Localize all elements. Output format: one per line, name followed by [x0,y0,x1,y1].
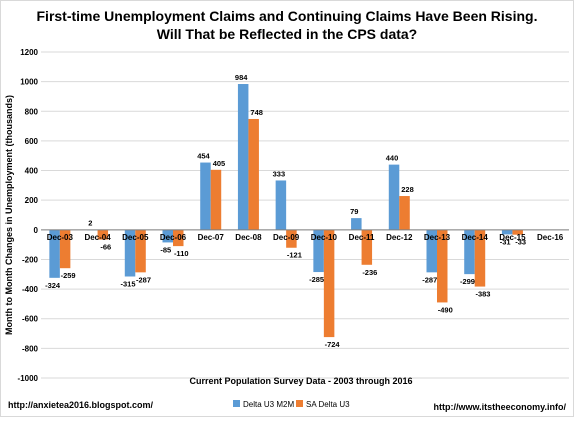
y-tick-label: 400 [25,167,39,176]
x-tick-label: Dec-14 [462,233,489,242]
y-tick-label: 1000 [20,78,38,87]
data-label: -121 [287,251,302,260]
data-label: -85 [160,245,171,254]
bar-sa-delta-u3 [248,118,259,230]
data-label: 333 [273,169,286,178]
y-tick-label: -800 [22,344,39,353]
gridlines [41,51,569,379]
data-label: -285 [309,275,324,284]
data-label: -259 [61,271,76,280]
data-label: -299 [460,277,475,286]
data-label: 2 [88,219,92,228]
bar-delta-u3-m2m [351,218,362,230]
y-tick-label: -1000 [18,374,39,383]
data-label: -31 [500,237,511,246]
bar-delta-u3-m2m [501,229,513,235]
bar-sa-delta-u3 [474,229,486,287]
bar-sa-delta-u3 [361,229,373,265]
y-axis-tick-labels: -1000 -800 -600 -400 -200 0 200 400 600 800 1000 12… [18,48,39,383]
bar-sa-delta-u3 [399,196,410,230]
data-label: -324 [45,281,61,290]
chart-title: First-time Unemployment Claims and Conti… [37,8,538,24]
data-label: 228 [401,185,414,194]
legend-swatch [233,400,240,407]
data-label: 405 [213,159,226,168]
data-label: 454 [197,152,210,161]
data-label: -66 [100,243,111,252]
y-tick-label: 800 [25,107,39,116]
x-tick-label: Dec-05 [122,233,149,242]
y-tick-label: 0 [34,226,39,235]
bar-sa-delta-u3 [323,229,335,338]
y-tick-label: 1200 [20,48,38,57]
bars [49,84,523,338]
x-tick-label: Dec-11 [349,233,375,242]
x-tick-label: Dec-15 [499,233,526,242]
legend: Delta U3 M2M SA Delta U3 [233,400,350,409]
data-label: -287 [136,275,151,284]
data-label: 748 [250,108,263,117]
bar-sa-delta-u3 [210,169,222,230]
y-tick-label: -400 [22,285,39,294]
x-axis: Dec-03 Dec-04 Dec-05 Dec-06 Dec-07 Dec-08 Dec-… [41,229,569,242]
y-tick-label: 200 [25,196,39,205]
bar-delta-u3-m2m [162,229,173,243]
data-label: -110 [174,249,189,258]
bar-delta-u3-m2m [124,229,136,277]
bar-delta-u3-m2m [237,84,249,230]
x-tick-label: Dec-08 [235,233,262,242]
x-axis-label: Current Population Survey Data - 2003 th… [189,376,412,386]
bar-sa-delta-u3 [437,229,448,303]
data-label: -724 [325,340,341,349]
bar-delta-u3-m2m [426,229,437,273]
chart-subtitle: Will That be Reflected in the CPS data? [157,26,417,42]
footer-right-url: http://www.itstheeconomy.info/ [434,402,567,412]
data-label: 440 [386,154,399,163]
data-label: -383 [475,290,490,299]
x-tick-label: Dec-03 [47,233,74,242]
data-label: -287 [422,275,437,284]
bar-sa-delta-u3 [59,229,71,269]
data-label: -236 [362,268,377,277]
data-label: 984 [235,73,248,82]
legend-label: SA Delta U3 [306,400,350,409]
y-axis-label: Month to Month Changes in Unemployment (… [4,95,14,335]
bar-delta-u3-m2m [200,162,211,230]
x-tick-label: Dec-13 [424,233,451,242]
data-label: -490 [438,305,453,314]
x-tick-label: Dec-06 [160,233,187,242]
bar-delta-u3-m2m [275,180,287,230]
x-tick-label: Dec-04 [84,233,111,242]
x-tick-label: Dec-10 [311,233,338,242]
bar-sa-delta-u3 [512,229,523,235]
data-label: 79 [350,207,358,216]
bar-delta-u3-m2m [464,229,475,275]
bar-delta-u3-m2m [49,229,60,278]
bar-delta-u3-m2m [388,164,400,230]
legend-swatch [296,400,303,407]
data-label: -33 [515,238,526,247]
y-tick-label: -600 [22,315,39,324]
bar-sa-delta-u3 [97,229,109,240]
bar-sa-delta-u3 [173,229,184,247]
x-tick-label: Dec-16 [537,233,564,242]
legend-label: Delta U3 M2M [243,400,294,409]
bar-delta-u3-m2m [313,229,324,273]
x-tick-label: Dec-07 [198,233,225,242]
y-tick-label: 600 [25,137,39,146]
bar-sa-delta-u3 [135,229,146,273]
x-tick-label: Dec-09 [273,233,300,242]
x-tick-label: Dec-12 [386,233,413,242]
footer-left-url: http://anxietea2016.blogspot.com/ [8,400,154,410]
y-tick-label: -200 [22,255,39,264]
data-label: -315 [121,279,136,288]
bar-sa-delta-u3 [286,229,297,248]
